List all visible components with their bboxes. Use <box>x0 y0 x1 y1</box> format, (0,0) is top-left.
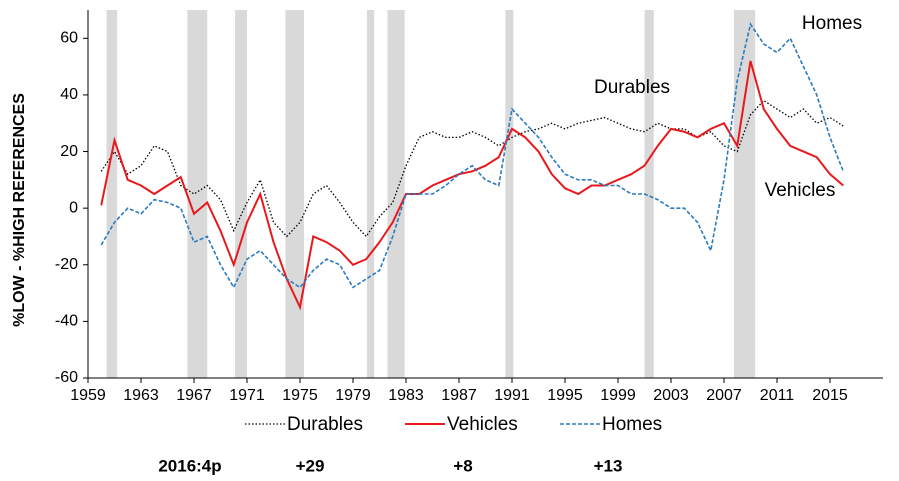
x-tick-label: 2003 <box>653 387 689 404</box>
footer-text: +29 <box>296 456 325 475</box>
series-line <box>100 99 844 238</box>
x-tick-label: 1987 <box>441 387 477 404</box>
legend-label: Durables <box>287 414 363 435</box>
shaded-period <box>106 10 118 378</box>
y-tick-label: -60 <box>55 369 78 386</box>
annotation: Durables <box>594 77 670 98</box>
x-tick-label: 1995 <box>547 387 583 404</box>
footer-text: +13 <box>594 456 623 475</box>
shaded-period <box>505 10 514 378</box>
legend-label: Homes <box>602 414 662 435</box>
footer-text: 2016:4p <box>158 456 221 475</box>
series-line <box>100 22 844 290</box>
y-axis-label: %LOW - %HIGH REFERENCES <box>11 93 28 327</box>
x-tick-label: 2007 <box>706 387 742 404</box>
x-tick-label: 1991 <box>494 387 530 404</box>
y-tick-label: 60 <box>60 30 78 47</box>
legend-label: Vehicles <box>447 414 518 435</box>
y-tick-label: 40 <box>60 86 78 103</box>
shaded-period <box>187 10 208 378</box>
shaded-period <box>366 10 375 378</box>
shaded-period <box>235 10 247 378</box>
y-tick-label: -40 <box>55 313 78 330</box>
shaded-period <box>644 10 654 378</box>
x-tick-label: 1975 <box>282 387 318 404</box>
y-tick-label: -20 <box>55 256 78 273</box>
annotation: Homes <box>802 13 862 34</box>
shaded-period <box>387 10 405 378</box>
x-tick-label: 1979 <box>335 387 371 404</box>
x-tick-label: 1983 <box>388 387 424 404</box>
x-tick-label: 1971 <box>229 387 265 404</box>
series-line <box>100 60 844 311</box>
x-tick-label: 1963 <box>123 387 159 404</box>
y-tick-label: 0 <box>69 199 78 216</box>
x-tick-label: 1999 <box>600 387 636 404</box>
footer-text: +8 <box>453 456 472 475</box>
x-tick-label: 2015 <box>812 387 848 404</box>
x-tick-label: 1967 <box>176 387 212 404</box>
x-tick-label: 2011 <box>760 387 795 404</box>
x-tick-label: 1959 <box>70 387 106 404</box>
y-tick-label: 20 <box>60 143 78 160</box>
shaded-period <box>285 10 304 378</box>
shaded-period <box>733 10 756 378</box>
annotation: Vehicles <box>765 180 836 201</box>
